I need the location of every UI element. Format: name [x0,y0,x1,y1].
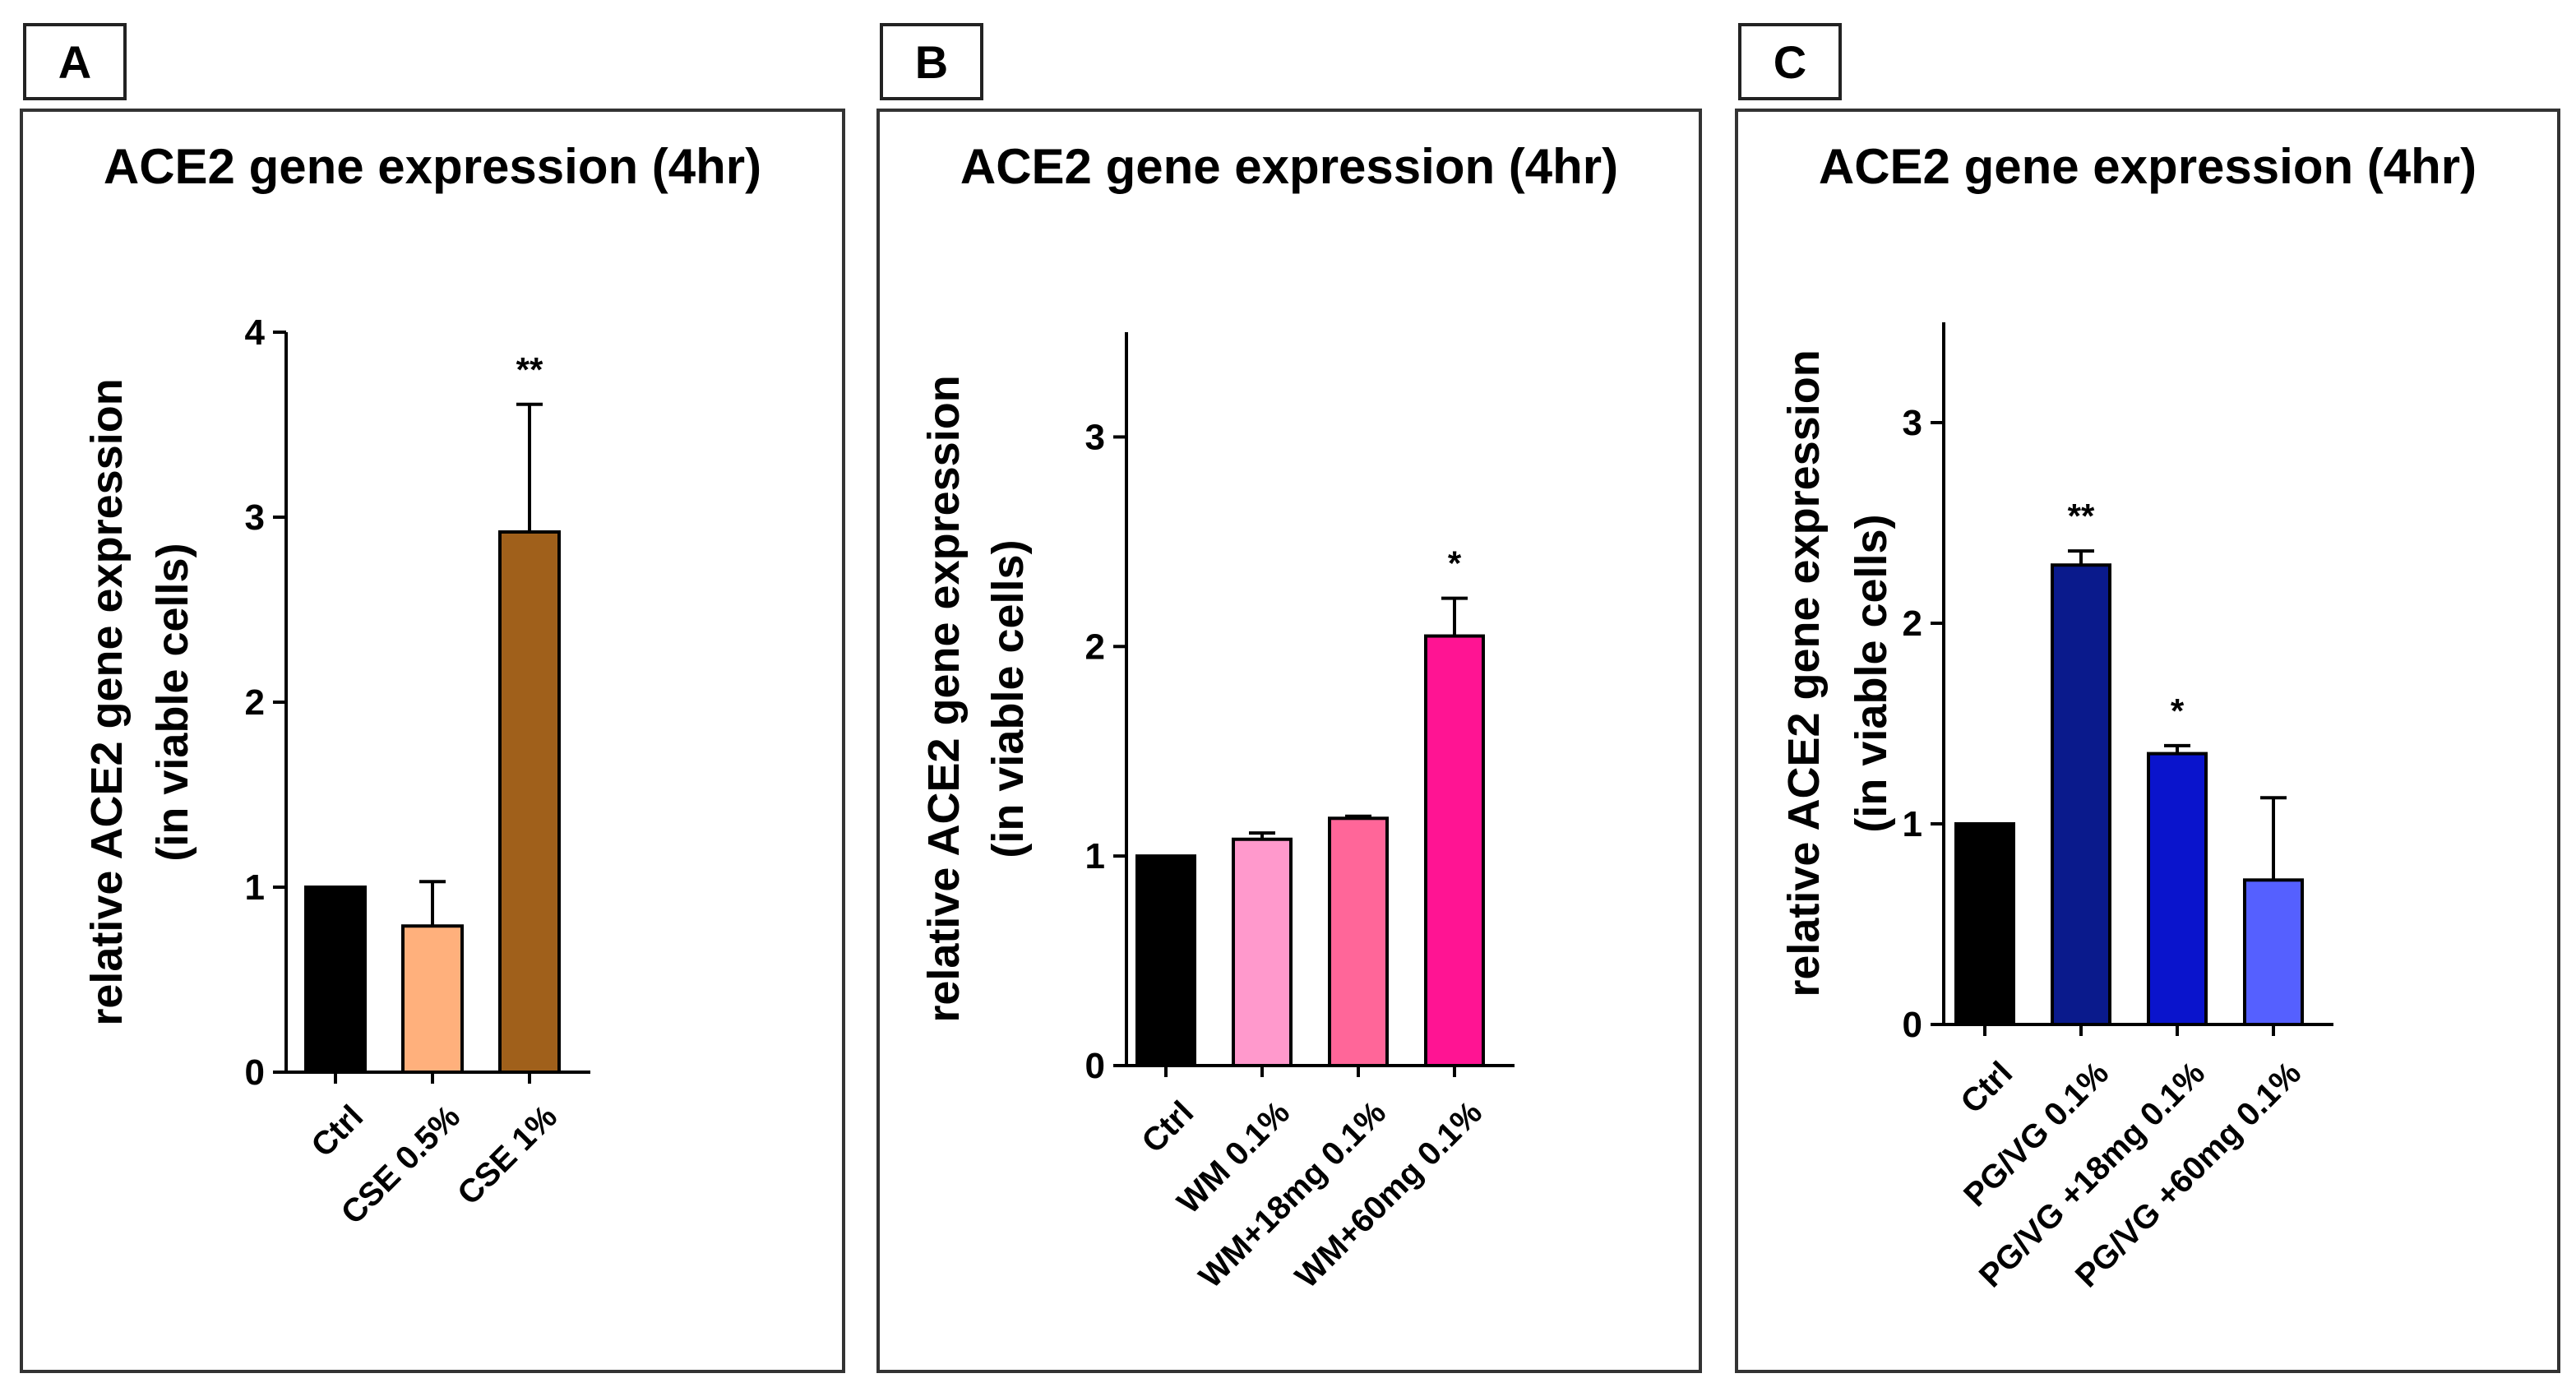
x-tick-label: Ctrl [1954,1055,2019,1121]
y-tick-label: 0 [1085,1046,1105,1086]
panel-b: ACE2 gene expression (4hr) relative ACE2… [876,109,1702,1373]
y-axis-label: (in viable cells) [983,539,1033,858]
chart-title: ACE2 gene expression (4hr) [1818,139,2477,194]
panel-label-c: C [1738,23,1842,100]
chart-title: ACE2 gene expression (4hr) [103,139,762,194]
chart-plot-a: relative ACE2 gene expression (in viable … [82,312,590,1232]
y-tick-label: 3 [1903,403,1922,443]
significance-marker: * [1448,544,1462,583]
y-tick-label: 2 [245,682,265,723]
bar [304,886,367,1074]
x-tick-label: WM+60mg 0.1% [1288,1094,1489,1295]
bar [1135,854,1196,1068]
x-tick-label: CSE 1% [451,1098,564,1212]
panel-c: ACE2 gene expression (4hr) relative ACE2… [1735,109,2560,1373]
bar [1328,816,1389,1067]
y-axis-label: (in viable cells) [148,543,197,861]
bar [2051,563,2111,1026]
significance-marker: ** [516,350,543,389]
chart-title: ACE2 gene expression (4hr) [960,139,1619,194]
y-tick-label: 2 [1085,627,1105,667]
bar [2147,751,2208,1026]
bar [2243,878,2304,1026]
chart-plot-c: relative ACE2 gene expression (in viable … [1779,322,2333,1294]
y-tick-label: 3 [1085,417,1105,457]
chart-plot-b: relative ACE2 gene expression (in viable … [919,332,1515,1295]
panel-label-a: A [23,23,127,100]
y-tick-label: 1 [1903,804,1922,844]
y-axis-label: relative ACE2 gene expression [82,378,132,1025]
y-tick-label: 1 [1085,836,1105,876]
x-tick-label: Ctrl [1135,1094,1200,1160]
y-tick-label: 2 [1903,604,1922,644]
bar [1954,822,2015,1026]
x-tick-label: Ctrl [304,1098,370,1164]
y-tick-label: 1 [245,867,265,908]
y-axis-label: (in viable cells) [1847,514,1896,832]
y-tick-label: 0 [245,1052,265,1093]
bar [401,924,464,1074]
bar [1232,837,1293,1067]
y-tick-label: 3 [245,497,265,538]
y-tick-label: 4 [245,312,266,353]
y-axis-label: relative ACE2 gene expression [919,375,969,1022]
y-axis-label: relative ACE2 gene expression [1779,349,1829,997]
bar [498,530,561,1074]
significance-marker: ** [2068,497,2095,535]
significance-marker: * [2171,691,2185,730]
panel-a: ACE2 gene expression (4hr) relative ACE2… [20,109,845,1373]
panel-label-b: B [880,23,983,100]
bar [1424,634,1485,1067]
y-tick-label: 0 [1903,1005,1922,1045]
